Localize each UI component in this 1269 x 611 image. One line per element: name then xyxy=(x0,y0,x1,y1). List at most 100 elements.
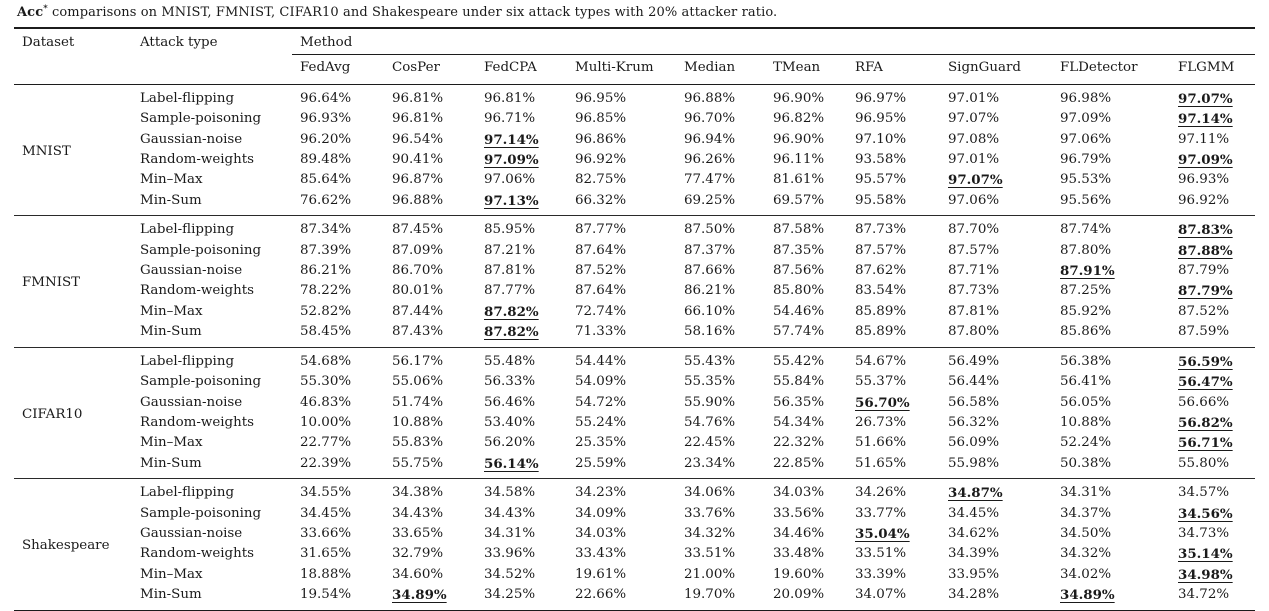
method-column-header: Median xyxy=(676,54,765,85)
accuracy-value-cell: 87.59% xyxy=(1178,324,1230,340)
accuracy-value-cell: 54.34% xyxy=(773,414,825,430)
attack-type-cell: Random-weights xyxy=(140,283,254,299)
accuracy-value-cell: 56.14% xyxy=(484,455,539,472)
accuracy-value-cell: 55.75% xyxy=(392,455,444,471)
accuracy-value-cell: 52.82% xyxy=(300,303,352,319)
accuracy-value-cell: 34.26% xyxy=(855,485,907,501)
accuracy-value-cell: 52.24% xyxy=(1060,435,1112,451)
accuracy-value-cell: 69.57% xyxy=(773,192,825,208)
accuracy-value-cell: 87.81% xyxy=(948,303,1000,319)
accuracy-value-cell: 87.58% xyxy=(773,222,825,238)
accuracy-value-cell: 33.56% xyxy=(773,505,825,521)
accuracy-value-cell: 25.35% xyxy=(575,435,627,451)
accuracy-value-cell: 97.06% xyxy=(1060,131,1112,147)
accuracy-value-cell: 96.85% xyxy=(575,111,627,127)
accuracy-value-cell: 87.21% xyxy=(484,242,536,258)
accuracy-value-cell: 81.61% xyxy=(773,172,825,188)
method-column-header: FedAvg xyxy=(292,54,384,85)
accuracy-value-cell: 87.25% xyxy=(1060,283,1112,299)
accuracy-value-cell: 96.81% xyxy=(392,90,444,106)
accuracy-value-cell: 96.88% xyxy=(392,192,444,208)
accuracy-value-cell: 96.92% xyxy=(1178,192,1230,208)
accuracy-value-cell: 97.07% xyxy=(948,172,1003,189)
dataset-group-shakespeare: Shakespeare Label-flipping 34.55% 34.38% 34.… xyxy=(14,479,1256,611)
accuracy-value-cell: 96.81% xyxy=(392,111,444,127)
accuracy-value-cell: 56.66% xyxy=(1178,394,1230,410)
attack-type-cell: Min-Sum xyxy=(140,192,202,208)
accuracy-value-cell: 56.05% xyxy=(1060,394,1112,410)
accuracy-value-cell: 33.96% xyxy=(484,546,536,562)
table-row: Gaussian-noise 86.21% 86.70% 87.81% 87.52% 87… xyxy=(14,261,1255,281)
accuracy-value-cell: 19.54% xyxy=(300,587,352,603)
table-row: MNIST Label-flipping 96.64% 96.81% 96.81% 96.… xyxy=(14,84,1255,159)
table-row: Sample-poisoning 96.93% 96.81% 96.71% 96.85%… xyxy=(14,109,1255,129)
accuracy-value-cell: 97.11% xyxy=(1178,131,1230,147)
accuracy-value-cell: 55.84% xyxy=(773,374,825,390)
accuracy-value-cell: 34.25% xyxy=(484,587,536,603)
accuracy-value-cell: 34.03% xyxy=(575,525,627,541)
accuracy-value-cell: 87.52% xyxy=(1178,303,1230,319)
accuracy-value-cell: 87.70% xyxy=(948,222,1000,238)
accuracy-value-cell: 85.64% xyxy=(300,172,352,188)
accuracy-value-cell: 89.48% xyxy=(300,152,352,168)
accuracy-value-cell: 97.08% xyxy=(948,131,1000,147)
header-row-top: Dataset Attack type Method xyxy=(14,28,1256,56)
accuracy-value-cell: 57.74% xyxy=(773,324,825,340)
accuracy-value-cell: 96.81% xyxy=(484,90,536,106)
accuracy-value-cell: 34.55% xyxy=(300,485,352,501)
accuracy-value-cell: 87.45% xyxy=(392,222,444,238)
dataset-cell: Shakespeare xyxy=(22,538,110,554)
accuracy-value-cell: 58.45% xyxy=(300,324,352,340)
accuracy-value-cell: 34.62% xyxy=(948,525,1000,541)
accuracy-value-cell: 19.61% xyxy=(575,566,627,582)
accuracy-value-cell: 87.83% xyxy=(1178,222,1233,239)
accuracy-value-cell: 87.82% xyxy=(484,303,539,320)
accuracy-value-cell: 33.77% xyxy=(855,505,907,521)
accuracy-value-cell: 34.32% xyxy=(684,525,736,541)
accuracy-value-cell: 34.02% xyxy=(1060,566,1112,582)
table-row: Min-Sum 58.45% 87.43% 87.82% 71.33% 58.16% 57.… xyxy=(14,322,1255,347)
accuracy-value-cell: 22.32% xyxy=(773,435,825,451)
accuracy-value-cell: 34.31% xyxy=(484,525,536,541)
accuracy-value-cell: 34.52% xyxy=(484,566,536,582)
method-column-header: FedCPA xyxy=(476,54,567,85)
accuracy-value-cell: 97.09% xyxy=(1060,111,1112,127)
accuracy-value-cell: 22.77% xyxy=(300,435,352,451)
accuracy-value-cell: 54.72% xyxy=(575,394,627,410)
dataset-cell: MNIST xyxy=(22,143,71,159)
table-row: Sample-poisoning 87.39% 87.09% 87.21% 87.64%… xyxy=(14,241,1255,261)
attack-type-cell: Sample-poisoning xyxy=(140,505,262,521)
accuracy-value-cell: 87.80% xyxy=(948,324,1000,340)
accuracy-value-cell: 87.74% xyxy=(1060,222,1112,238)
accuracy-value-cell: 96.20% xyxy=(300,131,352,147)
accuracy-value-cell: 97.01% xyxy=(948,90,1000,106)
accuracy-value-cell: 34.38% xyxy=(392,485,444,501)
accuracy-value-cell: 87.73% xyxy=(948,283,1000,299)
accuracy-value-cell: 96.82% xyxy=(773,111,825,127)
table-row: Min–Max 18.88% 34.60% 34.52% 19.61% 21.00% 19.… xyxy=(14,565,1255,585)
accuracy-value-cell: 87.09% xyxy=(392,242,444,258)
attack-type-cell: Label-flipping xyxy=(140,485,235,501)
accuracy-value-cell: 80.01% xyxy=(392,283,444,299)
attack-type-cell: Gaussian-noise xyxy=(140,263,243,279)
accuracy-value-cell: 86.21% xyxy=(684,283,736,299)
accuracy-value-cell: 95.53% xyxy=(1060,172,1112,188)
accuracy-value-cell: 56.70% xyxy=(855,394,910,411)
accuracy-value-cell: 77.47% xyxy=(684,172,736,188)
attack-type-cell: Sample-poisoning xyxy=(140,111,262,127)
accuracy-value-cell: 97.06% xyxy=(484,172,536,188)
accuracy-value-cell: 97.06% xyxy=(948,192,1000,208)
accuracy-value-cell: 54.46% xyxy=(773,303,825,319)
attack-type-cell: Min–Max xyxy=(140,566,203,582)
accuracy-value-cell: 66.32% xyxy=(575,192,627,208)
accuracy-value-cell: 34.98% xyxy=(1178,566,1233,583)
table-row: FMNIST Label-flipping 87.34% 87.45% 85.95% 87… xyxy=(14,216,1255,290)
dataset-group-mnist: MNIST Label-flipping 96.64% 96.81% 96.81% 96.… xyxy=(14,84,1256,216)
attack-type-cell: Min–Max xyxy=(140,303,203,319)
accuracy-value-cell: 33.48% xyxy=(773,546,825,562)
attack-type-cell: Sample-poisoning xyxy=(140,374,262,390)
accuracy-value-cell: 56.35% xyxy=(773,394,825,410)
accuracy-value-cell: 95.58% xyxy=(855,192,907,208)
accuracy-value-cell: 71.33% xyxy=(575,324,627,340)
accuracy-value-cell: 19.60% xyxy=(773,566,825,582)
